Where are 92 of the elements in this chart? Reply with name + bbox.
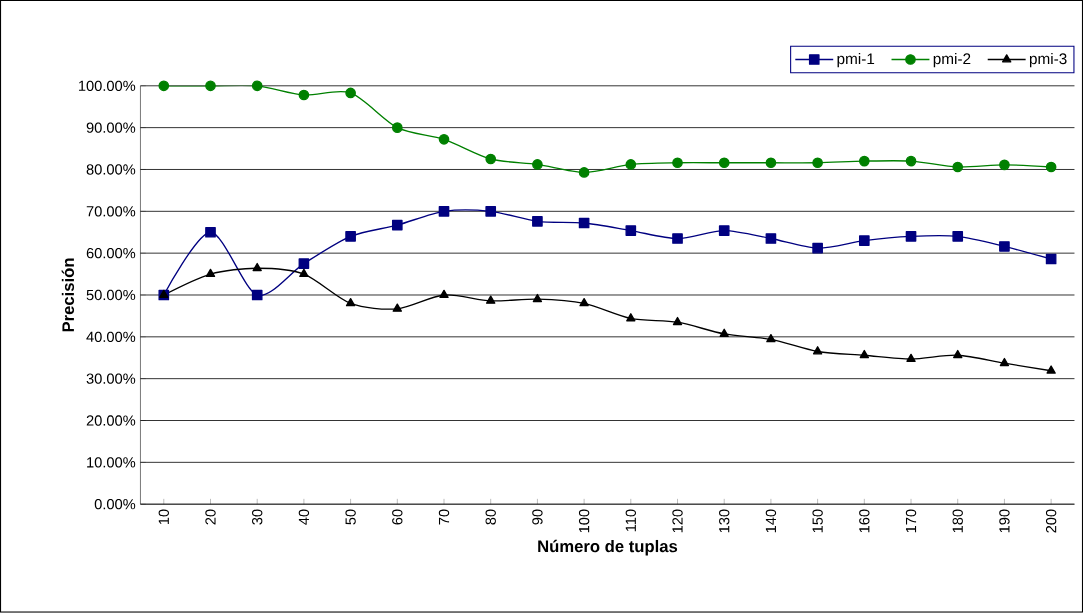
point (392, 303, 403, 312)
point (672, 317, 683, 326)
point (1046, 365, 1056, 374)
x-tick-label: 10 (158, 509, 169, 525)
point (438, 206, 450, 217)
point (391, 219, 403, 231)
point (766, 334, 776, 343)
y-tick-label: 20.00% (86, 415, 136, 426)
point (205, 80, 216, 92)
point (205, 227, 216, 238)
point (158, 80, 170, 92)
point (718, 225, 730, 237)
point (905, 155, 917, 167)
legend-label: pmi-3 (1029, 53, 1067, 68)
point (485, 206, 497, 217)
x-tick-label: 80 (485, 509, 496, 525)
point (859, 350, 870, 359)
y-axis-title: Precisión (61, 258, 75, 332)
y-tick-label: 10.00% (87, 457, 136, 468)
point (719, 328, 729, 338)
x-tick-label: 200 (1045, 509, 1057, 533)
point (953, 350, 963, 359)
x-tick-label: 140 (765, 509, 777, 533)
x-tick-label: 90 (532, 509, 543, 525)
y-tick-label: 40.00% (86, 331, 136, 343)
x-tick-label: 150 (812, 509, 823, 533)
x-tick-label: 110 (625, 509, 637, 532)
y-tick-label: 100.00% (78, 80, 136, 92)
y-tick-label: 90.00% (86, 122, 136, 133)
point (299, 268, 309, 278)
point (1045, 161, 1057, 173)
point (532, 216, 543, 227)
point (905, 231, 917, 242)
point (578, 167, 590, 178)
x-tick-label: 60 (392, 509, 403, 525)
x-tick-label: 190 (999, 509, 1010, 533)
point (345, 87, 356, 99)
x-tick-label: 130 (719, 509, 730, 533)
point (999, 241, 1010, 252)
point (486, 295, 496, 305)
point (252, 263, 262, 272)
x-tick-label: 180 (952, 509, 963, 533)
legend-label: pmi-1 (837, 53, 875, 68)
point (672, 157, 683, 169)
point (858, 155, 870, 167)
x-tick-label: 20 (205, 509, 216, 525)
x-axis-title: Número de tuplas (538, 539, 678, 556)
point (205, 268, 216, 278)
point (298, 258, 310, 270)
point (952, 231, 964, 242)
point (298, 89, 310, 101)
point (812, 346, 823, 355)
x-tick-label: 50 (345, 509, 356, 525)
x-tick-label: 160 (859, 509, 870, 533)
point (345, 298, 356, 307)
point (391, 122, 403, 134)
point (999, 358, 1010, 367)
point (251, 80, 263, 92)
x-tick-label: 40 (298, 509, 310, 526)
point (952, 161, 964, 173)
point (999, 159, 1010, 171)
legend-label: pmi-2 (933, 53, 971, 68)
point (251, 289, 263, 301)
point (579, 298, 589, 307)
point (812, 157, 823, 169)
x-tick-label: 170 (905, 509, 917, 533)
point (672, 233, 683, 245)
point (625, 225, 637, 237)
point (626, 313, 636, 322)
point (438, 134, 450, 145)
y-tick-label: 50.00% (86, 289, 136, 301)
point (765, 233, 777, 245)
x-tick-label: 120 (672, 509, 683, 533)
point (906, 353, 916, 363)
point (812, 242, 823, 254)
y-tick-label: 30.00% (86, 373, 136, 385)
point (858, 235, 870, 247)
point (765, 157, 777, 169)
point (718, 157, 730, 169)
point (345, 231, 356, 242)
point (532, 294, 543, 303)
y-tick-label: 0.00% (94, 499, 136, 510)
point (485, 153, 497, 165)
y-tick-label: 70.00% (86, 206, 136, 217)
x-tick-label: 70 (438, 509, 450, 525)
point (439, 289, 449, 299)
x-tick-label: 100 (578, 509, 590, 533)
y-tick-label: 60.00% (86, 248, 136, 259)
x-tick-label: 30 (252, 509, 263, 525)
point (625, 159, 637, 170)
y-tick-label: 80.00% (86, 164, 136, 175)
point (532, 159, 543, 170)
